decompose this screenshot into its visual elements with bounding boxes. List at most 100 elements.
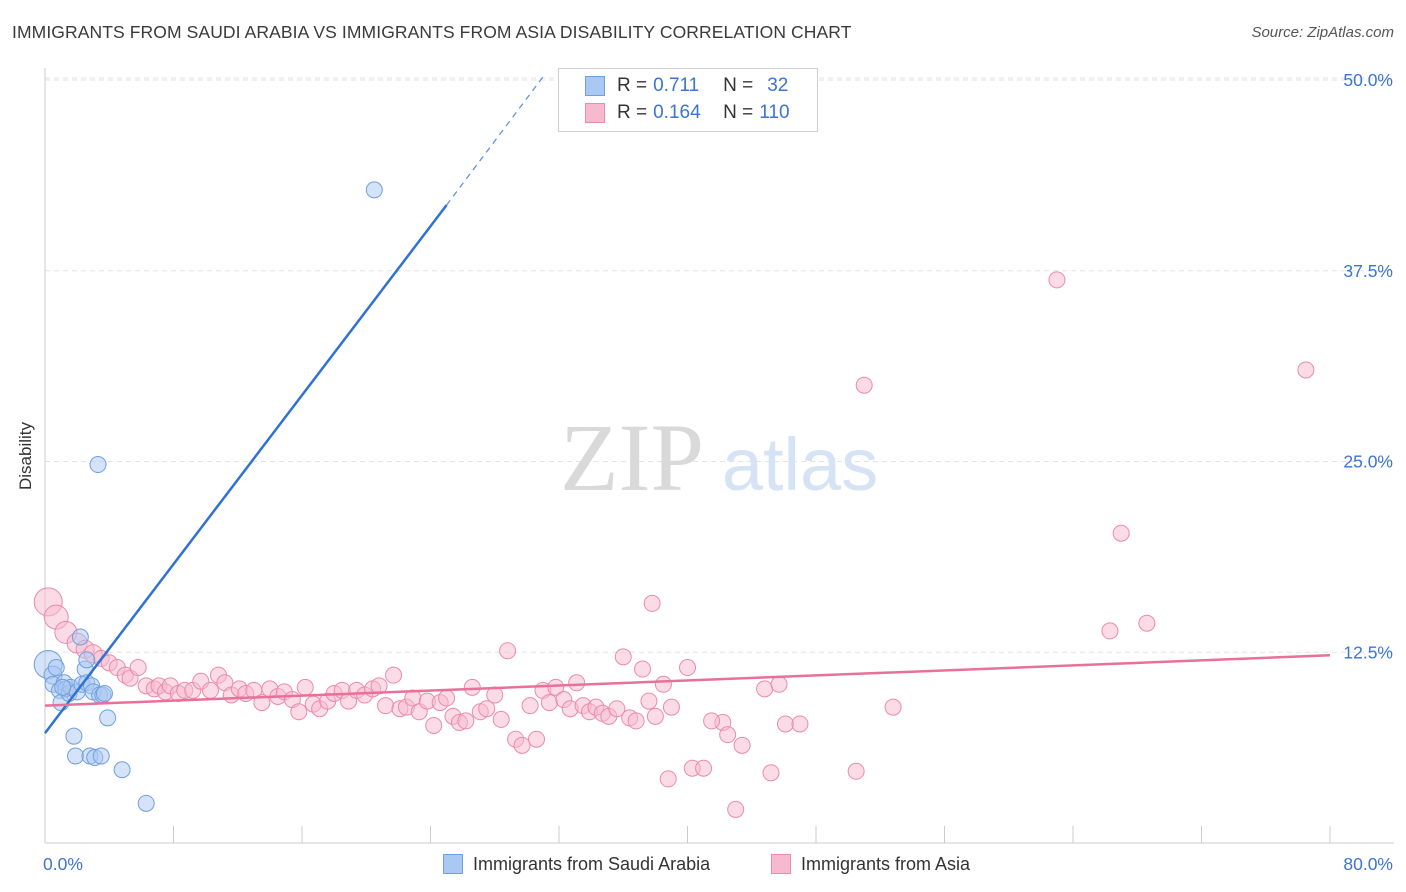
point-saudi: [71, 628, 89, 646]
legend-n-label: N =: [723, 102, 754, 123]
point-asia: [201, 681, 219, 699]
point-asia: [646, 707, 664, 725]
point-asia: [521, 697, 539, 715]
y-tick-label: 37.5%: [1343, 261, 1393, 281]
chart-title: IMMIGRANTS FROM SAUDI ARABIA VS IMMIGRAN…: [12, 22, 852, 42]
legend-n-label: N =: [723, 75, 754, 96]
watermark: ZIP atlas: [560, 404, 878, 511]
legend-row-asia: R = 0.164 N = 110: [585, 101, 790, 125]
legend-r-value: 0.711: [653, 75, 700, 96]
point-asia: [791, 715, 809, 733]
point-saudi: [95, 684, 113, 702]
y-axis-label: Disability: [16, 421, 35, 491]
legend-r-label: R =: [617, 102, 648, 123]
x-tick-label: 80.0%: [1343, 854, 1393, 874]
legend-n-value: 110: [759, 102, 790, 123]
bottom-legend-label-saudi: Immigrants from Saudi Arabia: [473, 853, 711, 874]
point-asia: [438, 689, 456, 707]
point-asia: [1297, 361, 1315, 379]
point-saudi: [99, 709, 117, 727]
point-asia: [776, 715, 794, 733]
legend-row-saudi: R = 0.711 N = 32: [585, 74, 788, 98]
point-asia: [253, 694, 271, 712]
trend-line-asia: [44, 654, 1331, 707]
point-asia: [290, 703, 308, 721]
y-tick-label: 25.0%: [1343, 452, 1393, 472]
bottom-legend-asia: Immigrants from Asia: [771, 852, 970, 876]
point-asia: [643, 594, 661, 612]
point-saudi: [365, 181, 383, 199]
source-credit: Source: ZipAtlas.com: [1251, 24, 1394, 41]
legend-r-label: R =: [617, 75, 648, 96]
point-asia: [463, 678, 481, 696]
legend-swatch-asia: [585, 103, 605, 123]
bottom-legend-saudi: Immigrants from Saudi Arabia: [443, 852, 710, 876]
point-saudi: [47, 659, 65, 677]
bottom-legend-swatch-asia: [771, 854, 791, 874]
point-asia: [568, 674, 586, 692]
point-asia: [377, 697, 395, 715]
y-tick-label: 50.0%: [1343, 70, 1393, 90]
point-saudi: [113, 761, 131, 779]
grid-lines: [45, 77, 1394, 653]
watermark-atlas: atlas: [722, 423, 878, 506]
point-asia: [457, 712, 475, 730]
point-asia: [129, 659, 147, 677]
point-saudi: [89, 456, 107, 474]
point-asia: [634, 660, 652, 678]
bottom-legend-label-asia: Immigrants from Asia: [801, 853, 971, 874]
point-asia: [385, 666, 403, 684]
point-asia: [1048, 271, 1066, 289]
point-asia: [659, 770, 677, 788]
point-asia: [513, 736, 531, 754]
point-asia: [847, 762, 865, 780]
point-asia: [296, 678, 314, 696]
point-asia: [540, 694, 558, 712]
x-tick-label: 0.0%: [43, 854, 83, 874]
point-asia: [425, 716, 443, 734]
point-saudi: [92, 747, 110, 765]
point-asia: [547, 678, 565, 696]
point-asia: [662, 698, 680, 716]
point-asia: [640, 692, 658, 710]
point-asia: [1138, 614, 1156, 632]
point-asia: [855, 376, 873, 394]
legend-n-value: 32: [767, 75, 789, 96]
point-asia: [733, 736, 751, 754]
point-asia: [499, 642, 517, 660]
legend-swatch-saudi: [585, 76, 605, 96]
point-asia: [679, 659, 696, 677]
point-asia: [528, 730, 546, 748]
point-asia: [1112, 524, 1130, 542]
trend-line-saudi-extension: [446, 76, 544, 206]
trend-lines: [44, 76, 1331, 734]
axes: [44, 68, 1394, 844]
point-asia: [614, 648, 632, 666]
point-saudi: [67, 747, 85, 765]
point-asia: [654, 675, 672, 693]
point-saudi: [78, 651, 96, 669]
point-asia: [756, 680, 774, 698]
point-asia: [478, 700, 496, 718]
point-saudi: [54, 678, 72, 696]
point-asia: [370, 677, 388, 695]
point-asia: [1101, 622, 1119, 640]
point-saudi: [65, 727, 83, 745]
legend-r-value: 0.164: [653, 102, 701, 123]
point-asia: [492, 710, 510, 728]
point-asia: [608, 700, 626, 718]
bottom-legend-swatch-saudi: [443, 854, 463, 874]
series-saudi-points: [33, 181, 383, 812]
point-asia: [703, 712, 721, 730]
point-asia: [627, 712, 645, 730]
point-asia: [719, 726, 737, 744]
point-asia: [727, 800, 745, 818]
point-asia: [770, 675, 788, 693]
point-saudi: [137, 794, 155, 812]
correlation-legend: R = 0.711 N = 32 R = 0.164 N = 110: [558, 68, 818, 132]
point-asia: [762, 764, 780, 782]
series-asia-points: [33, 271, 1315, 818]
watermark-zip: ZIP: [560, 404, 704, 511]
point-asia: [695, 759, 713, 777]
